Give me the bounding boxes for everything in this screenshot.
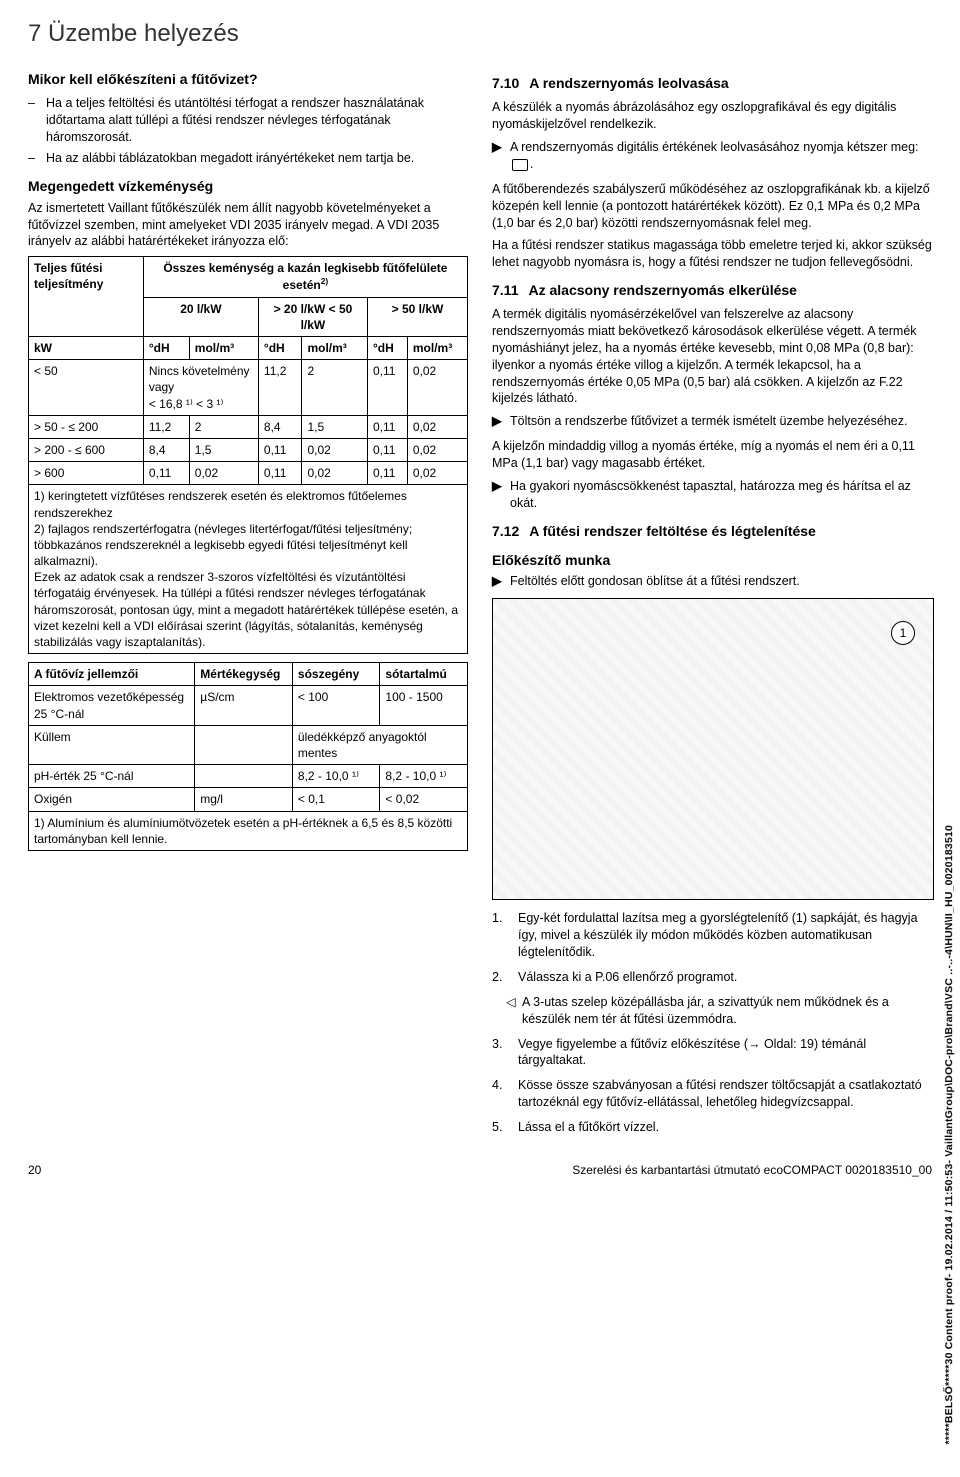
footer-title: Szerelési és karbantartási útmutató ecoC…: [572, 1162, 932, 1178]
table-row: pH-érték 25 °C-nál 8,2 - 10,0 ¹⁾ 8,2 - 1…: [29, 765, 468, 788]
th: A fűtővíz jellemzői: [29, 663, 195, 686]
th-col-b: > 20 l/kW < 50 l/kW: [258, 297, 367, 336]
p: A fűtőberendezés szabályszerű működéséhe…: [492, 181, 932, 232]
table-row: Oxigén mg/l < 0,1 < 0,02: [29, 788, 468, 811]
list-item: ▶ Ha gyakori nyomáscsökkenést tapasztal,…: [492, 478, 932, 512]
table-row: > 600 0,11 0,02 0,11 0,02 0,11 0,02: [29, 462, 468, 485]
table-row: > 50 - ≤ 200 11,2 2 8,4 1,5 0,11 0,02: [29, 415, 468, 438]
th-total-hardness: Összes keménység a kazán legkisebb fűtőf…: [143, 257, 467, 297]
two-column-layout: Mikor kell előkészíteni a fűtővizet? Ha …: [28, 64, 932, 1144]
th-power: Teljes fűtési teljesítmény: [29, 257, 144, 337]
section-7-12-title: 7.12A fűtési rendszer feltöltése és légt…: [492, 522, 932, 541]
list-item: Ha az alábbi táblázatokban megadott irán…: [28, 150, 468, 167]
p: Ha a fűtési rendszer statikus magassága …: [492, 237, 932, 271]
list-item: ▶ Töltsön a rendszerbe fűtővizet a termé…: [492, 413, 932, 430]
table-row: Küllem üledékképző anyagoktól mentes: [29, 725, 468, 764]
page-title: 7 Üzembe helyezés: [28, 18, 932, 50]
display-icon: [512, 159, 528, 171]
list-item: 1.Egy-két fordulattal lazítsa meg a gyor…: [492, 910, 932, 961]
list-item: 3.Vegye figyelembe a fűtővíz előkészítés…: [492, 1036, 932, 1070]
th: sószegény: [292, 663, 380, 686]
arrow-icon: ▶: [492, 139, 502, 156]
list-item: ▶ Feltöltés előtt gondosan öblítse át a …: [492, 573, 932, 590]
action-list: ▶ Töltsön a rendszerbe fűtővizet a termé…: [492, 413, 932, 430]
th: Mértékegység: [195, 663, 293, 686]
vertical-proof-text: *****BELSŐ*****30 Content proof- 19.02.2…: [942, 825, 956, 1445]
result-list: ◁A 3-utas szelep középállásba jár, a szi…: [492, 994, 932, 1028]
arrow-icon: ▶: [492, 573, 502, 590]
numbered-steps: 1.Egy-két fordulattal lazítsa meg a gyor…: [492, 910, 932, 986]
list-item: 4.Kösse össze szabványosan a fűtési rend…: [492, 1077, 932, 1111]
action-list: ▶ A rendszernyomás digitális értékének l…: [492, 139, 932, 173]
table-footnotes-row: 1) keringtetett vízfűtéses rendszerek es…: [29, 485, 468, 654]
table-footnote-row: 1) Alumínium és alumíniumötvözetek eseté…: [29, 811, 468, 850]
triangle-icon: ◁: [506, 994, 516, 1011]
hardness-intro: Az ismertetett Vaillant fűtőkészülék nem…: [28, 200, 468, 251]
p: A termék digitális nyomásérzékelővel van…: [492, 306, 932, 407]
action-list: ▶ Ha gyakori nyomáscsökkenést tapasztal,…: [492, 478, 932, 512]
table-row: > 200 - ≤ 600 8,4 1,5 0,11 0,02 0,11 0,0…: [29, 438, 468, 461]
callout-1: 1: [891, 621, 915, 645]
section-7-11-title: 7.11Az alacsony rendszernyomás elkerülés…: [492, 281, 932, 300]
device-diagram: 1: [492, 598, 934, 900]
list-item: 5.Lássa el a fűtőkört vízzel.: [492, 1119, 932, 1136]
right-column: 7.10A rendszernyomás leolvasása A készül…: [492, 64, 932, 1144]
p: A kijelzőn mindaddig villog a nyomás ért…: [492, 438, 932, 472]
p: A készülék a nyomás ábrázolásához egy os…: [492, 99, 932, 133]
table-row: Elektromos vezetőképesség 25 °C-nál µS/c…: [29, 686, 468, 725]
page-number: 20: [28, 1162, 41, 1178]
arrow-icon: ▶: [492, 413, 502, 430]
prep-conditions-list: Ha a teljes feltöltési és utántöltési té…: [28, 95, 468, 167]
list-item: Ha a teljes feltöltési és utántöltési té…: [28, 95, 468, 146]
action-list: ▶ Feltöltés előtt gondosan öblítse át a …: [492, 573, 932, 590]
list-item: ▶ A rendszernyomás digitális értékének l…: [492, 139, 932, 173]
th-col-c: > 50 l/kW: [367, 297, 467, 336]
heading-hardness: Megengedett vízkeménység: [28, 177, 468, 196]
th-col-a: 20 l/kW: [143, 297, 258, 336]
hardness-table: Teljes fűtési teljesítmény Összes kemény…: [28, 256, 468, 654]
table-row: < 50 Nincs követelmény vagy< 16,8 ¹⁾ < 3…: [29, 360, 468, 416]
water-properties-table: A fűtővíz jellemzői Mértékegység sószegé…: [28, 662, 468, 851]
section-7-10-title: 7.10A rendszernyomás leolvasása: [492, 74, 932, 93]
unit-row: kW °dH mol/m³ °dH mol/m³ °dH mol/m³: [29, 337, 468, 360]
list-item: ◁A 3-utas szelep középállásba jár, a szi…: [492, 994, 932, 1028]
heading-when-prepare: Mikor kell előkészíteni a fűtővizet?: [28, 70, 468, 89]
arrow-icon: ▶: [492, 478, 502, 495]
heading-prep-work: Előkészítő munka: [492, 551, 932, 570]
list-item: 2.Válassza ki a P.06 ellenőrző programot…: [492, 969, 932, 986]
th: sótartalmú: [380, 663, 468, 686]
page-footer: 20 Szerelési és karbantartási útmutató e…: [28, 1162, 932, 1178]
left-column: Mikor kell előkészíteni a fűtővizet? Ha …: [28, 64, 468, 1144]
numbered-steps-cont: 3.Vegye figyelembe a fűtővíz előkészítés…: [492, 1036, 932, 1136]
